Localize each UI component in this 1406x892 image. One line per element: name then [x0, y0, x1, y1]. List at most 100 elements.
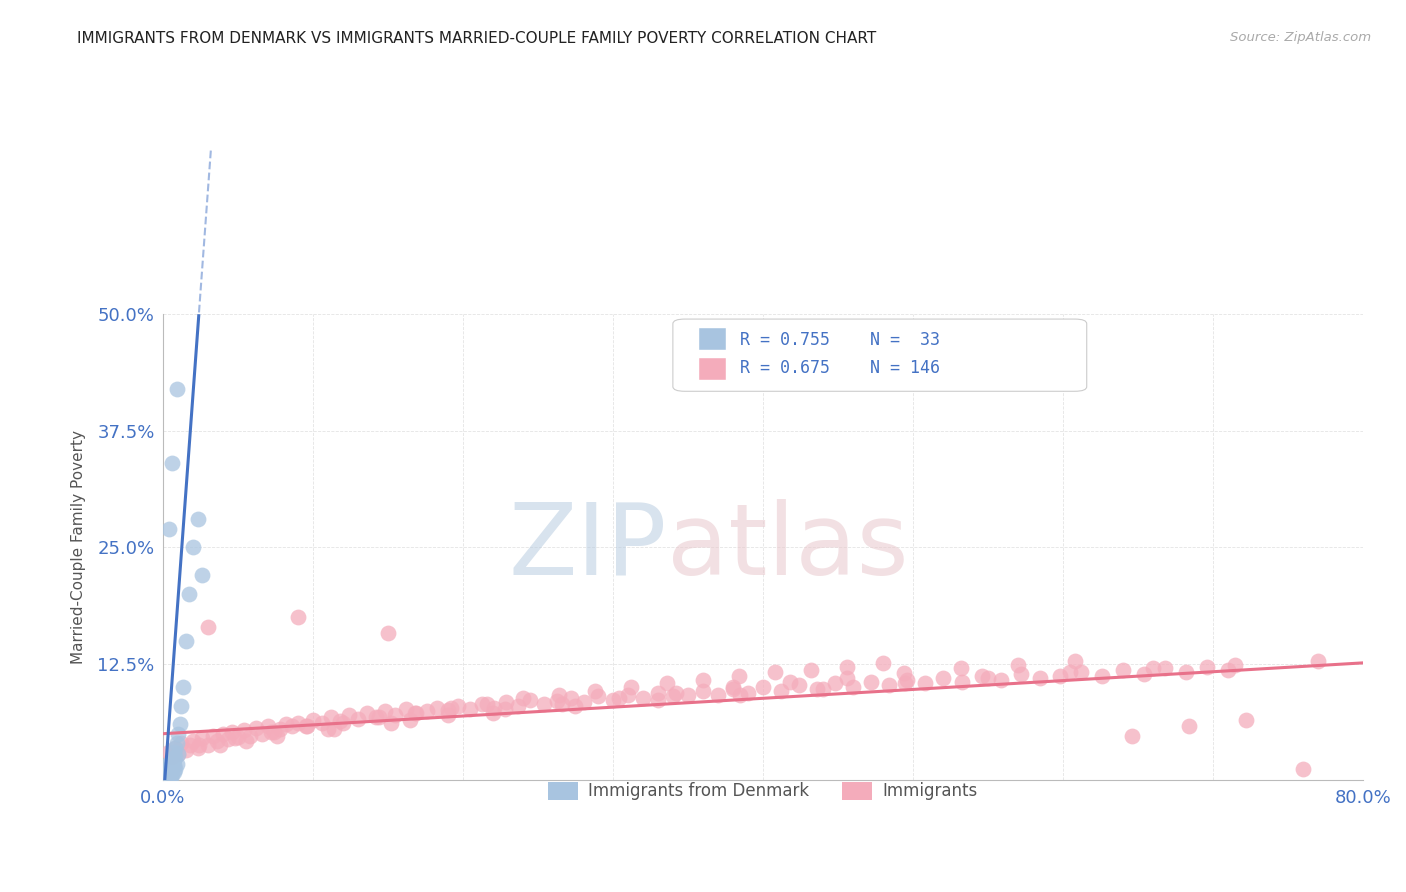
Point [631, 691, 654, 706]
Point [166, 756, 188, 771]
Point [162, 758, 184, 772]
Point [1112, 664, 1135, 678]
Point [519, 693, 541, 707]
Point [201, 729, 224, 743]
Point [1063, 654, 1085, 668]
Text: R = 0.755    N =  33: R = 0.755 N = 33 [740, 331, 941, 349]
Point [437, 703, 460, 717]
Point [162, 764, 184, 779]
Point [692, 683, 714, 698]
Point [224, 731, 246, 746]
Y-axis label: Married-Couple Family Poverty: Married-Couple Family Poverty [72, 430, 86, 665]
Point [551, 697, 574, 711]
Point [165, 762, 187, 776]
Point [167, 747, 190, 762]
Point [1291, 762, 1313, 776]
Point [364, 710, 387, 724]
Bar [699, 358, 725, 380]
Point [191, 568, 214, 582]
Point [405, 706, 427, 721]
Point [508, 698, 530, 713]
Point [583, 683, 606, 698]
Point [1007, 657, 1029, 672]
Point [295, 719, 318, 733]
Point [763, 665, 786, 680]
Point [512, 691, 534, 706]
Point [990, 673, 1012, 687]
Point [165, 740, 187, 755]
Point [217, 732, 239, 747]
Point [977, 671, 1000, 685]
Point [1029, 671, 1052, 685]
Point [187, 740, 209, 755]
Point [177, 587, 200, 601]
Point [655, 676, 678, 690]
Point [970, 669, 993, 683]
Point [319, 710, 342, 724]
Point [647, 693, 669, 707]
FancyBboxPatch shape [673, 319, 1087, 392]
Point [208, 738, 231, 752]
Point [692, 673, 714, 687]
Point [233, 723, 256, 737]
Point [281, 719, 304, 733]
Point [167, 727, 190, 741]
Point [872, 656, 894, 670]
Text: ZIP: ZIP [509, 499, 666, 596]
Point [560, 691, 582, 706]
Point [311, 715, 333, 730]
Point [835, 671, 858, 685]
Point [165, 740, 187, 755]
Point [166, 382, 188, 396]
Point [166, 736, 188, 750]
Point [475, 697, 498, 711]
Point [174, 743, 197, 757]
Point [842, 680, 865, 694]
Point [269, 722, 291, 736]
Point [250, 727, 273, 741]
Point [316, 722, 339, 736]
Point [426, 700, 449, 714]
Point [274, 717, 297, 731]
Point [859, 674, 882, 689]
Point [160, 761, 183, 775]
Point [482, 706, 505, 721]
Point [329, 714, 352, 728]
Point [157, 765, 180, 780]
Point [1121, 729, 1143, 743]
Point [1010, 667, 1032, 681]
Point [347, 712, 370, 726]
Point [835, 659, 858, 673]
Point [302, 713, 325, 727]
Point [191, 731, 214, 746]
Point [169, 717, 191, 731]
Point [188, 738, 211, 752]
Text: IMMIGRANTS FROM DENMARK VS IMMIGRANTS MARRIED-COUPLE FAMILY POVERTY CORRELATION : IMMIGRANTS FROM DENMARK VS IMMIGRANTS MA… [77, 31, 876, 46]
Point [437, 708, 460, 723]
Point [1234, 713, 1257, 727]
Point [212, 727, 235, 741]
Point [221, 724, 243, 739]
Point [160, 766, 183, 780]
Point [932, 671, 955, 685]
Point [440, 700, 463, 714]
Point [769, 683, 792, 698]
Point [460, 702, 482, 716]
Point [162, 753, 184, 767]
Point [159, 759, 181, 773]
Point [949, 661, 972, 675]
Point [1195, 659, 1218, 673]
Point [356, 706, 378, 721]
Point [707, 688, 730, 702]
Point [1177, 719, 1199, 733]
Point [1174, 665, 1197, 680]
Point [374, 704, 396, 718]
Point [824, 676, 846, 690]
Point [380, 715, 402, 730]
Point [546, 694, 568, 708]
Point [257, 719, 280, 733]
Point [162, 745, 184, 759]
Text: Source: ZipAtlas.com: Source: ZipAtlas.com [1230, 31, 1371, 45]
Point [727, 669, 749, 683]
Point [205, 734, 228, 748]
